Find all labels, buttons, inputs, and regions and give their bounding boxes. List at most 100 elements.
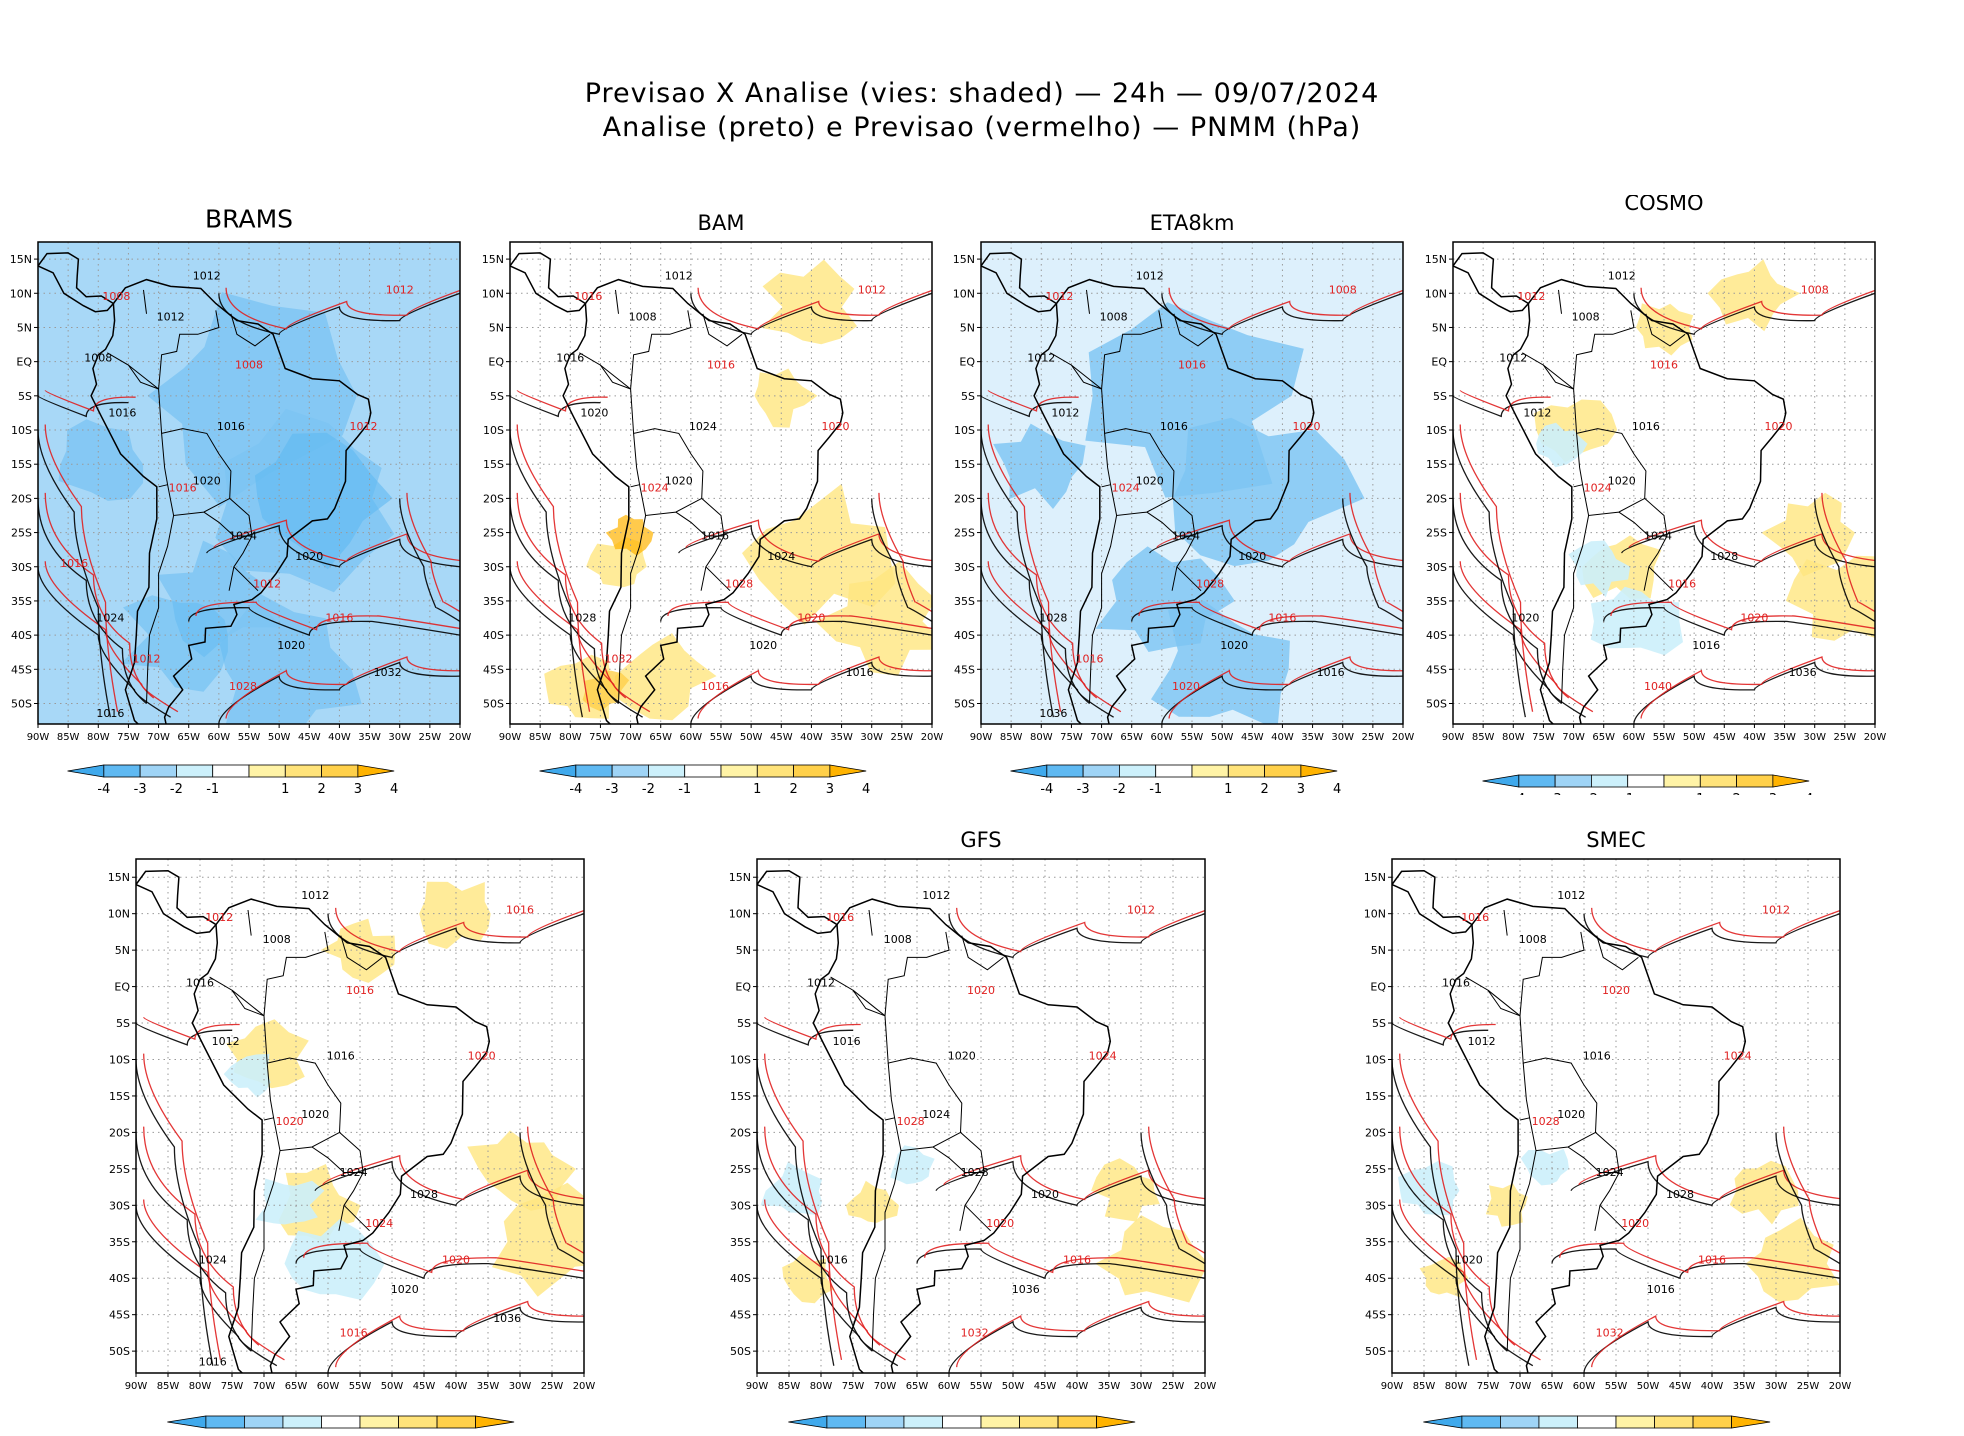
colorbar-label: -1 — [1621, 792, 1634, 795]
lat-label: 10N — [108, 908, 130, 921]
panel-title: GFS — [960, 828, 1001, 852]
isobar-label-analysis: 1008 — [1100, 311, 1128, 324]
isobar-label-forecast: 1012 — [1045, 290, 1073, 303]
lat-label: 10S — [11, 424, 32, 437]
isobar-label-analysis: 1020 — [295, 550, 323, 563]
lon-label: 45W — [1034, 1381, 1057, 1392]
isobar-label-forecast: 1024 — [365, 1217, 393, 1230]
isobar-label-forecast: 1016 — [1063, 1254, 1091, 1267]
lon-label: 40W — [1701, 1381, 1724, 1392]
coastline — [136, 869, 491, 1373]
lon-label: 30W — [1765, 1381, 1788, 1392]
isobar-label-analysis: 1012 — [1468, 1035, 1496, 1048]
isobar-label-forecast: 1012 — [350, 420, 378, 433]
isobar-label-analysis: 1020 — [193, 475, 221, 488]
isobar-label-forecast: 1012 — [133, 652, 161, 665]
isobar-label-forecast: 1016 — [1268, 611, 1296, 624]
isobar-label-analysis: 1024 — [199, 1254, 227, 1267]
isobar-label-analysis: 1020 — [277, 639, 305, 652]
lon-label: 60W — [1623, 732, 1646, 743]
lat-label: EQ — [488, 356, 504, 369]
lon-label: 85W — [778, 1381, 801, 1392]
isobar-label-analysis: 1012 — [1136, 270, 1164, 283]
lat-label: 5S — [737, 1017, 751, 1030]
lon-label: 70W — [874, 1381, 897, 1392]
lon-label: 55W — [349, 1381, 372, 1392]
lon-label: 85W — [1413, 1381, 1436, 1392]
lon-label: 65W — [177, 732, 200, 743]
colorbar-label: -1 — [678, 782, 691, 795]
lon-label: 85W — [1000, 732, 1023, 743]
lon-label: 45W — [1713, 732, 1736, 743]
lat-label: 45S — [1426, 663, 1447, 676]
lon-label: 35W — [1301, 732, 1324, 743]
isobar-label-analysis: 1012 — [212, 1035, 240, 1048]
map-plot-area: 1012100810161012101610201024102810201016… — [1392, 859, 1840, 1373]
isobar-label-analysis: 1024 — [229, 529, 257, 542]
lat-label: 30S — [730, 1199, 751, 1212]
lon-label: 20W — [1829, 1381, 1852, 1392]
isobar-label-forecast: 1020 — [967, 984, 995, 997]
lat-label: 10S — [1426, 424, 1447, 437]
country-borders — [1050, 289, 1214, 704]
isobar-label-analysis: 1020 — [1557, 1108, 1585, 1121]
panel-title: BRAMS — [205, 204, 293, 233]
lat-label: 25S — [954, 527, 975, 540]
lon-label: 70W — [1090, 732, 1113, 743]
lon-label: 90W — [1442, 732, 1465, 743]
lon-label: 25W — [1162, 1381, 1185, 1392]
map-plot-area: 1012100810121012101610201024102010281020… — [981, 242, 1403, 724]
panel-title: SMEC — [1586, 828, 1645, 852]
lon-label: 40W — [328, 732, 351, 743]
isobar-label-forecast: 1016 — [1698, 1254, 1726, 1267]
lon-label: 70W — [1562, 732, 1585, 743]
isobar-label-forecast: 1032 — [961, 1327, 989, 1340]
isobar-label-forecast: 1024 — [1584, 482, 1612, 495]
lon-label: 55W — [1653, 732, 1676, 743]
map-plot-area: 1012100810121012101610201024102810201016… — [1453, 242, 1875, 724]
panel-brams: BRAMS 1012 1012 1008 1016 1016 1020 1024 1020 102… — [0, 195, 480, 797]
lon-label: 50W — [1683, 732, 1706, 743]
bias-shading — [1398, 1149, 1840, 1302]
isobar-label-forecast: 1020 — [1740, 611, 1768, 624]
isobar-label-forecast: 1020 — [1172, 680, 1200, 693]
isobar-label-analysis: 1016 — [1442, 977, 1470, 990]
lon-label: 40W — [1743, 732, 1766, 743]
lon-label: 25W — [1797, 1381, 1820, 1392]
lat-label: 30S — [1426, 561, 1447, 574]
lon-label: 30W — [1803, 732, 1826, 743]
lon-label: 60W — [680, 732, 703, 743]
lon-label: 90W — [125, 1381, 148, 1392]
lon-label: 70W — [147, 732, 170, 743]
lon-label: 35W — [477, 1381, 500, 1392]
isobar-label-forecast: 1028 — [1196, 577, 1224, 590]
lat-label: EQ — [16, 356, 32, 369]
isobar-label-forecast: 1020 — [1293, 420, 1321, 433]
isobar-label-forecast: 1016 — [169, 482, 197, 495]
isobar-label-analysis: 1020 — [1238, 550, 1266, 563]
lat-label: 50S — [483, 697, 504, 710]
lon-label: 60W — [938, 1381, 961, 1392]
isobar-label-analysis: 1016 — [701, 529, 729, 542]
coastline — [757, 869, 1112, 1373]
lon-label: 30W — [509, 1381, 532, 1392]
lon-label: 25W — [1834, 732, 1857, 743]
isobar-label-forecast: 1028 — [229, 680, 257, 693]
isobar-label-analysis: 1036 — [1012, 1283, 1040, 1296]
isobar-label-forecast: 1020 — [1621, 1217, 1649, 1230]
map-svg: COSMO10121008101210121016102010241028102… — [1425, 191, 1887, 807]
colorbar-label: 4 — [1333, 782, 1341, 795]
lat-label: 15N — [1364, 871, 1386, 884]
isobar-label-analysis: 1016 — [1317, 666, 1345, 679]
lat-label: 15S — [109, 1090, 130, 1103]
lon-label: 25W — [1362, 732, 1385, 743]
lon-label: 35W — [1098, 1381, 1121, 1392]
lat-label: 15S — [1426, 458, 1447, 471]
lat-label: 5N — [1432, 321, 1447, 334]
lon-label: 80W — [1030, 732, 1053, 743]
lon-label: 50W — [381, 1381, 404, 1392]
bias-shading — [981, 242, 1403, 724]
lat-label: 5S — [1372, 1017, 1386, 1030]
